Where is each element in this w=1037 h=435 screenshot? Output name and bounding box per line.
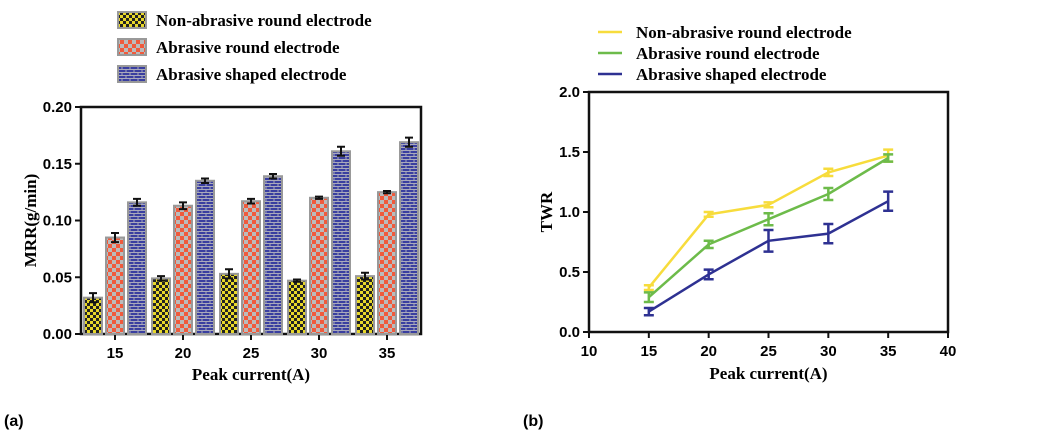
legend-label-0: Non-abrasive round electrode [156, 11, 372, 30]
y-tick-label: 0.05 [43, 269, 72, 286]
legend-swatch-0 [117, 11, 147, 29]
legend-swatch-2 [117, 65, 147, 83]
bar-2 [263, 175, 283, 335]
error-bar [405, 136, 413, 148]
bar-0 [287, 279, 307, 335]
bar-1 [241, 200, 261, 335]
error-bar [763, 228, 774, 253]
line-series-1 [648, 156, 889, 299]
error-bar [383, 189, 391, 195]
error-bar [823, 186, 834, 202]
x-axis-label: Peak current(A) [709, 364, 827, 383]
y-tick-label: 0.5 [559, 264, 580, 281]
bar-0 [219, 272, 239, 335]
error-bar [763, 211, 774, 227]
legend-swatch-1 [117, 38, 147, 56]
bar-1 [309, 196, 329, 335]
y-tick-label: 0.0 [559, 324, 580, 341]
error-bar [293, 278, 301, 283]
bar-0 [355, 275, 375, 335]
legend-label-1: Abrasive round electrode [636, 44, 820, 63]
error-bar [179, 201, 187, 211]
legend-label-2: Abrasive shaped electrode [156, 65, 347, 84]
error-bar [133, 197, 141, 207]
panel-label-a: (a) [4, 413, 24, 430]
x-tick-label: 35 [880, 343, 897, 360]
y-tick-label: 0.00 [43, 326, 72, 343]
error-bar [823, 222, 834, 245]
legend-label-1: Abrasive round electrode [156, 38, 340, 57]
line-chart-twr: 0.0 0.5 1.0 1.5 2.0 10 15 20 25 30 35 40 Non-abrasiv… [537, 23, 956, 383]
error-bar [225, 268, 233, 280]
error-bar [337, 145, 345, 157]
error-bar [643, 291, 654, 304]
x-tick-label: 15 [107, 345, 124, 362]
error-bar [361, 271, 369, 281]
error-bar [823, 167, 834, 178]
bar-1 [173, 204, 193, 335]
y-tick-label: 0.10 [43, 213, 72, 230]
error-bar [643, 306, 654, 317]
y-tick-label: 1.0 [559, 204, 580, 221]
legend-label-2: Abrasive shaped electrode [636, 65, 827, 84]
x-tick-label: 20 [175, 345, 192, 362]
x-tick-label: 25 [760, 343, 777, 360]
y-tick-label: 0.20 [43, 99, 72, 116]
y-tick-label: 0.15 [43, 156, 72, 173]
x-axis-label: Peak current(A) [192, 365, 310, 384]
error-bar [703, 268, 714, 281]
bar-chart-mrr: 0.00 0.05 0.10 0.15 0.20 15 20 25 30 35 Peak curre… [21, 11, 423, 384]
error-bar [883, 153, 894, 163]
x-tick-label: 40 [940, 343, 957, 360]
error-bar [89, 292, 97, 304]
x-tick-label: 25 [243, 345, 260, 362]
y-tick-label: 2.0 [559, 84, 580, 101]
y-axis-label: MRR(g/min) [21, 174, 40, 267]
error-bar [703, 239, 714, 250]
error-bar [315, 195, 323, 200]
error-bar [247, 197, 255, 205]
x-tick-label: 35 [379, 345, 396, 362]
x-tick-label: 30 [311, 345, 328, 362]
y-axis-label: TWR [537, 191, 556, 232]
x-tick-label: 15 [640, 343, 657, 360]
bar-2 [127, 201, 147, 335]
y-tick-label: 1.5 [559, 144, 580, 161]
error-bar [883, 190, 894, 213]
bar-1 [105, 236, 125, 335]
bar-2 [195, 179, 215, 335]
x-tick-label: 10 [581, 343, 598, 360]
error-bar [763, 201, 774, 209]
panel-label-b: (b) [523, 413, 543, 430]
x-tick-label: 20 [700, 343, 717, 360]
bar-1 [377, 191, 397, 335]
x-tick-label: 30 [820, 343, 837, 360]
error-bar [643, 283, 654, 292]
error-bar [111, 231, 119, 244]
legend-label-0: Non-abrasive round electrode [636, 23, 852, 42]
bar-2 [399, 141, 419, 335]
bar-2 [331, 150, 351, 335]
error-bar [157, 275, 165, 282]
error-bar [703, 210, 714, 219]
error-bar [269, 172, 277, 180]
bar-0 [151, 277, 171, 336]
error-bar [201, 177, 209, 185]
